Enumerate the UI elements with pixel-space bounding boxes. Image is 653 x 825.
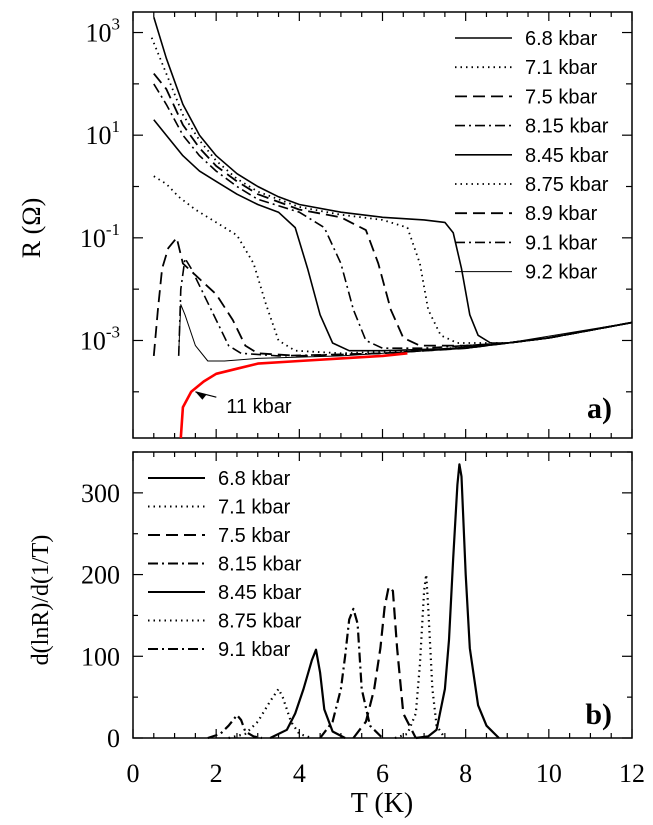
x-tick-label: 0 (127, 759, 140, 788)
panel-a-legend-label: 6.8 kbar (525, 28, 598, 50)
panel-a-legend-label: 8.15 kbar (525, 116, 609, 138)
x-tick-label: 12 (619, 759, 645, 788)
panel-b-ticks: 0 2 4 6 8 10 12 0 100 200 300 (81, 451, 645, 788)
panel-a-legend-label: 8.75 kbar (525, 174, 609, 196)
annotation-label: 11 kbar (226, 396, 292, 418)
panel-b-ytick-label: 300 (81, 479, 120, 508)
panel-b-legend: 6.8 kbar 7.1 kbar 7.5 kbar 8.15 kbar 8.45 kb… (148, 468, 302, 661)
panel-b-ylabel: d(lnR)/d(1/T) (28, 535, 54, 666)
panel-a-ytick-label: 101 (86, 117, 121, 150)
panel-a-ytick-label: 103 (86, 15, 121, 48)
panel-a-series-8-75-kbar (153, 175, 633, 355)
panel-a-plot: 103 101 10-1 10-3 6.8 kbar 7.1 kbar 7.5 kbar 8… (17, 11, 633, 439)
panel-b-legend-label: 7.1 kbar (218, 497, 291, 519)
annotation-arrowhead (195, 391, 207, 400)
panel-a-ticks: 103 101 10-1 10-3 (80, 12, 633, 438)
panel-b-legend-label: 9.1 kbar (218, 639, 291, 661)
x-tick-label: 6 (376, 759, 389, 788)
panel-b-series-7-1-kbar (394, 573, 446, 740)
panel-b-ytick-label: 200 (81, 561, 120, 590)
panel-b-series-8-45-kbar (269, 648, 346, 739)
panel-a-series-7-5-kbar (153, 73, 633, 347)
panel-a-annotation: 11 kbar (195, 391, 292, 418)
panel-b-series-8-15-kbar (319, 607, 384, 739)
panel-a-series (150, 16, 633, 439)
panel-a-legend-label: 7.5 kbar (525, 86, 598, 108)
panel-b-plot: 0 2 4 6 8 10 12 0 100 200 300 6.8 kbar 7.1 kbar 7.5 … (28, 451, 645, 819)
panel-b-legend-label: 8.15 kbar (218, 554, 302, 576)
x-axis-label: T (K) (351, 788, 413, 819)
panel-a-ytick-label: 10-3 (80, 322, 120, 355)
x-tick-label: 8 (459, 759, 472, 788)
panel-a-legend-label: 7.1 kbar (525, 57, 598, 79)
panel-a-series-9-1-kbar (177, 257, 633, 357)
panel-b-ytick-label: 0 (107, 724, 120, 753)
panel-a-series-9-2-kbar (178, 304, 633, 362)
panel-a-legend-label: 9.2 kbar (525, 262, 598, 284)
panel-b-legend-label: 7.5 kbar (218, 525, 291, 547)
panel-a-legend-label: 8.9 kbar (525, 203, 598, 225)
panel-b-ytick-label: 100 (81, 642, 120, 671)
panel-b-legend-label: 8.75 kbar (218, 611, 302, 633)
panel-b-legend-label: 6.8 kbar (218, 468, 291, 490)
panel-a-legend-label: 8.45 kbar (525, 145, 609, 167)
x-tick-label: 10 (536, 759, 562, 788)
panel-a-legend-label: 9.1 kbar (525, 232, 598, 254)
panel-b-series-7-5-kbar (352, 585, 417, 739)
panel-b-series-8-75-kbar (228, 687, 313, 740)
annotation-arrow (195, 391, 217, 398)
panel-a-ylabel: R (Ω) (17, 198, 46, 258)
panel-a-legend: 6.8 kbar 7.1 kbar 7.5 kbar 8.15 kbar 8.45 kb… (455, 28, 609, 284)
panel-b-series (207, 463, 500, 740)
panel-b-series-6-8-kbar (415, 463, 500, 740)
panel-a-label: a) (587, 392, 612, 425)
panel-a-ytick-label: 10-1 (80, 220, 120, 253)
x-tick-label: 2 (210, 759, 223, 788)
panel-a-series-11-kbar (179, 352, 408, 439)
panel-b-series-9-1-kbar (207, 714, 263, 740)
x-tick-label: 4 (293, 759, 306, 788)
panel-b-frame (132, 451, 633, 739)
panel-b-legend-label: 8.45 kbar (218, 582, 302, 604)
panel-b-label: b) (585, 698, 612, 731)
